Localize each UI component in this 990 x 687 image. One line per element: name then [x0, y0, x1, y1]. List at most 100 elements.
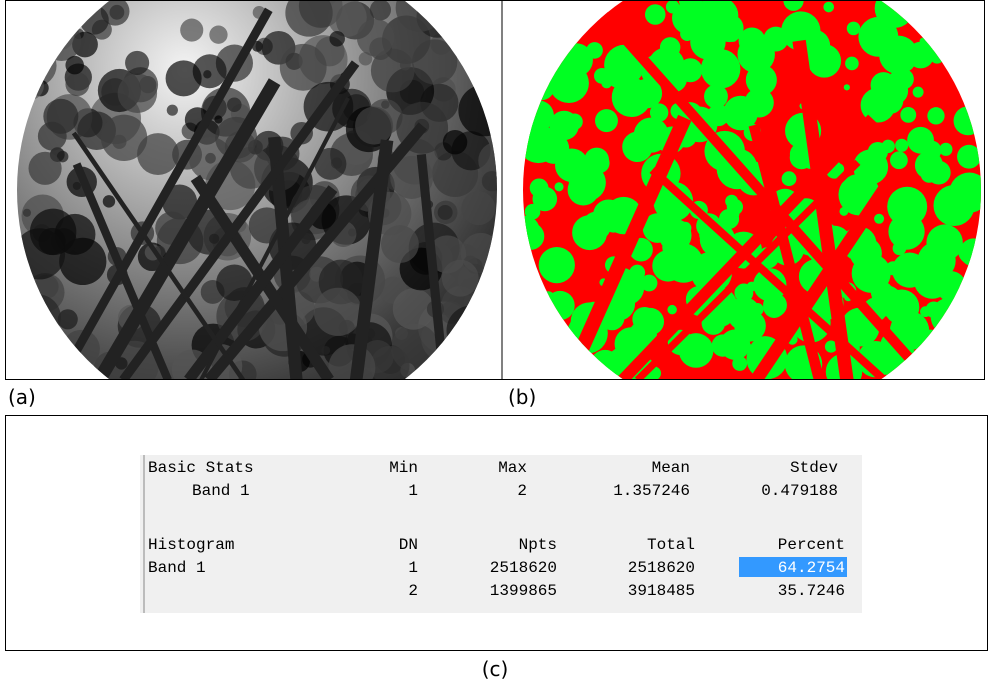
gap: [737, 36, 774, 73]
gap: [951, 326, 975, 350]
table-cell: 2: [408, 582, 418, 600]
row-label: Band 1: [148, 559, 206, 577]
gap: [622, 132, 652, 162]
gap: [874, 214, 884, 224]
gap: [871, 72, 897, 98]
gap: [915, 261, 937, 283]
gap: [539, 247, 575, 283]
gap: [966, 81, 973, 88]
gap: [526, 126, 538, 138]
gap: [928, 358, 942, 372]
gap: [569, 53, 580, 64]
gap: [564, 40, 571, 47]
gap: [957, 145, 981, 169]
figure: (a) (b) Basic StatsMinMaxMeanStdevBand 1…: [0, 0, 990, 687]
gap: [968, 300, 978, 310]
gap: [723, 96, 758, 131]
table-header: Mean: [652, 459, 690, 477]
foliage: [471, 43, 502, 74]
gap: [540, 4, 562, 26]
panel-label: (a): [8, 385, 36, 409]
gap: [520, 304, 535, 319]
foliage: [103, 195, 115, 207]
foliage: [478, 142, 516, 180]
gap: [582, 357, 602, 377]
table-cell: 1399865: [490, 582, 557, 600]
foliage: [53, 35, 65, 47]
gap: [539, 0, 580, 24]
foliage: [10, 340, 31, 361]
foliage: [15, 294, 61, 340]
caption: (c): [482, 657, 509, 681]
gap: [839, 207, 848, 216]
foliage: [470, 20, 486, 36]
table-cell: 2518620: [490, 559, 557, 577]
table-header: Basic Stats: [148, 459, 254, 477]
foliage: [19, 77, 29, 87]
gap: [844, 84, 850, 90]
gap: [971, 319, 978, 326]
gap: [528, 15, 558, 45]
gap: [615, 95, 631, 111]
foliage: [431, 10, 451, 30]
gap: [893, 242, 907, 256]
gap: [847, 22, 861, 36]
gap: [528, 288, 537, 297]
foliage: [355, 107, 393, 145]
gap: [524, 315, 548, 339]
foliage: [42, 21, 82, 61]
gap: [839, 186, 855, 202]
gap: [699, 230, 709, 240]
panel-a-image: [3, 0, 516, 430]
gap: [782, 171, 797, 186]
gap: [952, 306, 960, 314]
gap: [739, 55, 746, 62]
gap: [545, 291, 574, 320]
gap: [645, 4, 666, 25]
table-cell: 35.7246: [778, 582, 845, 600]
gap: [632, 249, 643, 260]
panel-b-image: [509, 0, 989, 419]
gap: [632, 307, 657, 332]
gap: [701, 49, 741, 89]
foliage: [15, 45, 56, 86]
foliage: [47, 23, 74, 50]
gap: [875, 96, 892, 113]
gap: [628, 279, 644, 295]
gap: [586, 42, 603, 59]
foliage: [27, 313, 40, 326]
foliage: [65, 72, 89, 96]
gap: [555, 182, 564, 191]
gap: [847, 179, 855, 187]
foliage: [101, 115, 147, 161]
table-cell: 64.2754: [778, 559, 845, 577]
foliage: [443, 130, 467, 154]
gap: [517, 223, 544, 250]
gap: [524, 59, 533, 68]
foliage: [23, 209, 31, 217]
foliage: [314, 288, 362, 336]
foliage: [39, 0, 74, 18]
foliage: [38, 122, 67, 151]
gap: [888, 213, 924, 249]
gap: [534, 35, 547, 48]
gap: [845, 57, 859, 71]
table-cell: 2518620: [628, 559, 695, 577]
foliage: [480, 66, 516, 102]
foliage: [442, 260, 479, 297]
gap: [566, 113, 582, 129]
table-header: Max: [498, 459, 527, 477]
table-header: Total: [647, 536, 695, 554]
gap: [852, 254, 891, 293]
foliage: [7, 266, 33, 292]
table-header: Percent: [778, 536, 845, 554]
table-header: Min: [389, 459, 418, 477]
gap: [963, 175, 977, 189]
gap: [890, 151, 908, 169]
foliage: [470, 8, 484, 22]
gap: [553, 119, 565, 131]
foliage: [473, 16, 484, 27]
gap: [946, 304, 977, 335]
foliage: [438, 205, 453, 220]
foliage: [444, 9, 468, 33]
